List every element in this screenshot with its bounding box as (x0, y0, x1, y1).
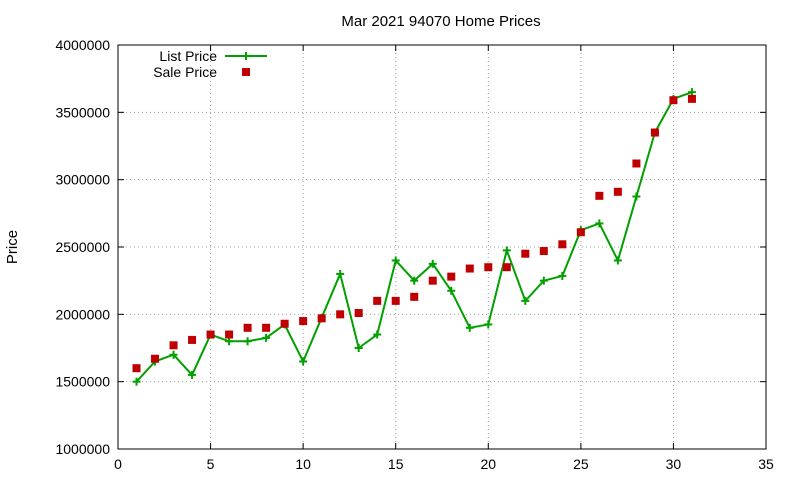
sale-price-point (336, 310, 345, 319)
sale-price-point (687, 94, 696, 103)
list-price-point (262, 333, 271, 342)
chart-title: Mar 2021 94070 Home Prices (341, 13, 540, 30)
x-tick-label: 30 (666, 456, 682, 472)
sale-price-point (188, 335, 197, 344)
list-price-point (539, 276, 548, 285)
list-price-point (558, 271, 567, 280)
list-price-point (132, 377, 141, 386)
sale-price-point (354, 308, 363, 317)
sale-price-point (243, 323, 252, 332)
y-tick-label: 2000000 (55, 306, 110, 322)
list-price-point (188, 370, 197, 379)
sale-price-point (521, 249, 530, 258)
list-price-point (465, 323, 474, 332)
x-tick-label: 0 (114, 456, 122, 472)
sale-price-point (317, 314, 326, 323)
sale-price-point (206, 330, 215, 339)
sale-price-point (225, 330, 234, 339)
list-price-point (169, 350, 178, 359)
sale-price-point (373, 296, 382, 305)
list-price-point (595, 219, 604, 228)
y-tick-label: 2500000 (55, 239, 110, 255)
list-price-point (336, 269, 345, 278)
y-tick-label: 3000000 (55, 172, 110, 188)
sale-price-point (650, 128, 659, 137)
y-tick-label: 1500000 (55, 374, 110, 390)
y-tick-label: 1000000 (55, 441, 110, 457)
x-tick-label: 10 (295, 456, 311, 472)
tick-labels: 0 5 10 15 20 25 30 35 1000000 1500000 2000000 25000… (55, 37, 774, 472)
list-price-point (391, 256, 400, 265)
sale-price-point (262, 323, 271, 332)
list-price-point (428, 259, 437, 268)
list-price-point (687, 88, 696, 97)
sale-price-point (410, 292, 419, 301)
sale-price-point (428, 276, 437, 285)
x-tick-label: 5 (207, 456, 215, 472)
sale-price-point (576, 228, 585, 237)
sale-price-point (280, 319, 289, 328)
list-price-point (502, 246, 511, 255)
sale-price-point (151, 354, 160, 363)
list-price-series (132, 88, 696, 386)
sale-price-point (169, 341, 178, 350)
list-price-point (521, 296, 530, 305)
list-price-point (447, 286, 456, 295)
list-price-point (243, 337, 252, 346)
legend-label: List Price (159, 48, 217, 64)
legend-plus-marker (242, 52, 250, 60)
sale-price-point (465, 264, 474, 273)
list-price-point (354, 344, 363, 352)
legend-square-marker (242, 68, 250, 76)
axes (117, 44, 767, 450)
series (132, 88, 696, 386)
y-tick-label: 3500000 (55, 104, 110, 120)
sale-price-point (595, 191, 604, 200)
sale-price-point (632, 159, 641, 168)
sale-price-point (669, 96, 678, 105)
grid-lines (118, 45, 766, 449)
list-price-point (299, 357, 308, 366)
sale-price-point (391, 296, 400, 305)
sale-price-point (299, 317, 308, 326)
sale-price-point (132, 364, 141, 373)
sale-price-point (558, 240, 567, 249)
list-price-point (225, 337, 234, 346)
y-tick-label: 4000000 (55, 37, 110, 53)
list-price-line (135, 91, 693, 383)
sale-price-point (539, 247, 548, 256)
sale-price-series (132, 94, 696, 373)
list-price-point (632, 192, 641, 201)
y-axis-label: Price (4, 230, 21, 264)
list-price-point (613, 256, 622, 265)
x-tick-label: 35 (758, 456, 774, 472)
list-price-point (484, 320, 493, 329)
sale-price-point (502, 263, 511, 272)
x-tick-label: 15 (388, 456, 404, 472)
x-tick-label: 25 (573, 456, 589, 472)
legend-label: Sale Price (153, 64, 217, 80)
sale-price-point (484, 263, 493, 272)
x-tick-label: 20 (480, 456, 496, 472)
list-price-point (410, 276, 419, 285)
list-price-point (373, 330, 382, 339)
sale-price-point (613, 187, 622, 196)
sale-price-point (447, 272, 456, 281)
